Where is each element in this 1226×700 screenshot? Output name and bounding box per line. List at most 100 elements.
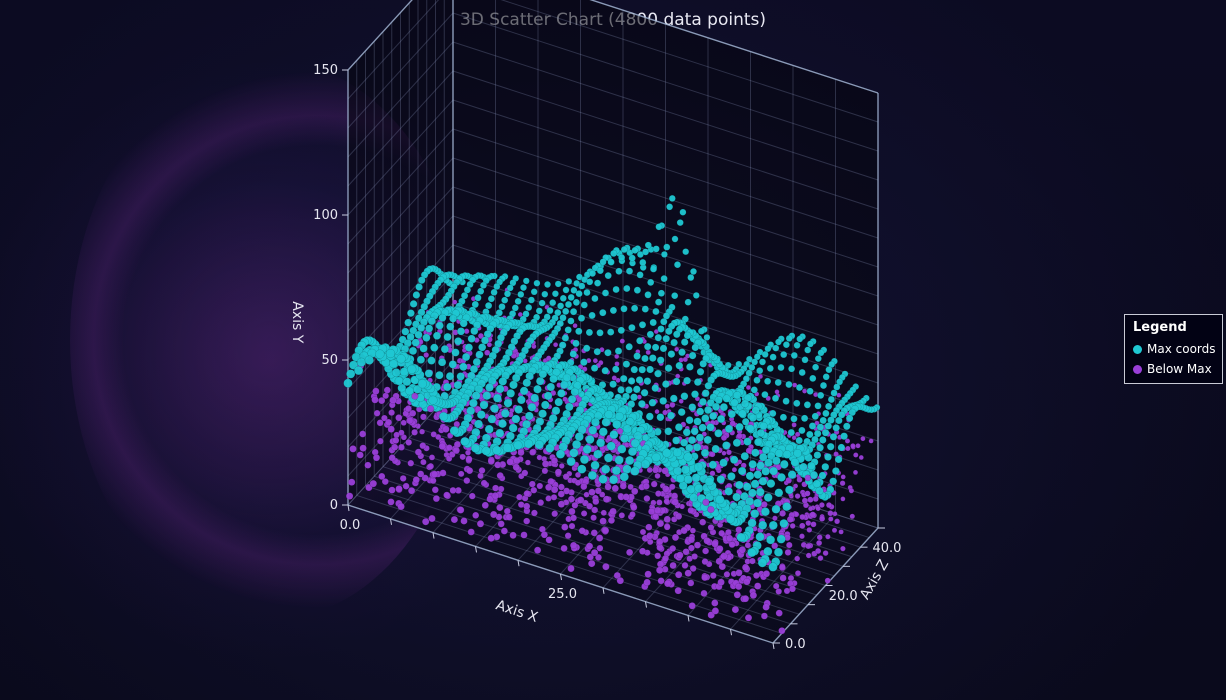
scatter-point-below-max (574, 479, 582, 487)
scatter-point-below-max (656, 519, 665, 528)
scatter-point-max-coords (812, 479, 821, 488)
scatter-point-max-coords (782, 502, 792, 512)
legend-item-max-coords[interactable]: Max coords (1133, 339, 1216, 359)
scatter-point-below-max (806, 526, 813, 533)
scatter-point-max-coords (500, 408, 510, 418)
scatter-point-max-coords (517, 395, 526, 405)
scatter-point-max-coords (671, 235, 679, 243)
scatter-point-max-coords (428, 395, 438, 405)
scatter-point-max-coords (513, 440, 523, 450)
scatter-point-max-coords (394, 376, 404, 386)
scatter-point-max-coords (625, 386, 633, 394)
scatter-point-max-coords (819, 416, 827, 425)
scatter-point-max-coords (771, 394, 780, 402)
scatter-point-max-coords (646, 365, 654, 374)
scatter-point-below-max (622, 493, 630, 501)
scatter-point-below-max (456, 506, 465, 514)
scatter-point-max-coords (625, 343, 633, 351)
scatter-point-below-max (591, 506, 599, 514)
scatter-point-max-coords (554, 280, 562, 288)
scatter-point-below-max (699, 518, 707, 526)
scatter-point-max-coords (603, 453, 614, 463)
scatter-point-max-coords (534, 440, 544, 450)
scatter-point-max-coords (683, 474, 693, 485)
scatter-point-max-coords (652, 307, 660, 316)
scatter-point-max-coords (832, 424, 841, 432)
scatter-point-max-coords (620, 245, 628, 254)
scatter-point-max-coords (776, 534, 786, 544)
scatter-point-max-coords (582, 344, 591, 353)
scatter-point-max-coords (449, 314, 458, 323)
scatter-point-max-coords (736, 532, 746, 543)
scatter-point-max-coords (630, 365, 639, 374)
scatter-point-max-coords (774, 488, 784, 498)
scatter-point-below-max (738, 546, 747, 554)
scatter-point-max-coords (772, 456, 781, 466)
scatter-point-below-max (689, 527, 697, 534)
scatter-point-max-coords (617, 444, 627, 454)
scatter-point-below-max (720, 552, 728, 560)
scatter-point-max-coords (815, 486, 824, 496)
scatter-point-max-coords (471, 300, 479, 309)
scatter-point-max-coords (487, 414, 497, 424)
legend-item-below-max[interactable]: Below Max (1133, 359, 1214, 379)
scatter-point-below-max (785, 477, 793, 484)
scatter-point-below-max (725, 529, 732, 536)
scatter-point-max-coords (628, 254, 636, 262)
scatter-point-max-coords (803, 401, 812, 409)
scatter-point-max-coords (538, 409, 547, 419)
scatter-point-below-max (707, 524, 715, 531)
scatter-point-max-coords (757, 558, 768, 568)
scatter-point-below-max (718, 529, 725, 537)
scatter-point-below-max (560, 544, 568, 553)
scatter-point-below-max (407, 487, 416, 495)
scatter-point-max-coords (501, 296, 509, 304)
scatter-point-max-coords (787, 470, 797, 480)
scatter-point-max-coords (617, 386, 625, 394)
scatter-point-below-max (840, 496, 846, 502)
scatter-point-below-max (723, 571, 731, 578)
scatter-point-max-coords (811, 412, 819, 420)
scatter-point-max-coords (790, 457, 800, 467)
scatter-point-max-coords (546, 307, 554, 315)
scatter-point-below-max (557, 483, 565, 491)
scatter-point-below-max (855, 443, 861, 449)
scatter-point-below-max (752, 572, 760, 579)
scatter-point-max-coords (593, 279, 602, 287)
scatter-point-max-coords (821, 462, 830, 471)
scatter-point-max-coords (657, 289, 666, 297)
scatter-point-below-max (397, 443, 405, 451)
scatter-point-below-max (530, 486, 538, 494)
scatter-point-max-coords (407, 364, 417, 374)
x-axis-title: Axis X (494, 597, 540, 626)
grid-line-side-horizontal (347, 186, 454, 303)
x-axis-tick-mark (687, 615, 690, 622)
grid-line-floor (365, 485, 791, 625)
scatter-point-max-coords (660, 275, 668, 283)
scatter-point-max-coords (612, 285, 620, 294)
scatter-point-below-max (682, 548, 690, 556)
scatter-point-below-max (642, 482, 650, 490)
scatter-point-max-coords (630, 304, 639, 312)
scatter-point-below-max (735, 582, 743, 591)
scatter-point-below-max (688, 602, 696, 610)
scatter-point-below-max (725, 534, 734, 542)
scatter-point-below-max (438, 442, 446, 450)
scatter-point-below-max (587, 559, 596, 568)
scatter-point-below-max (674, 512, 683, 521)
scatter-point-max-coords (751, 448, 760, 457)
scatter-point-max-coords (753, 376, 761, 384)
scatter-point-max-coords (780, 351, 788, 359)
scatter-point-max-coords (637, 399, 646, 408)
scatter-point-max-coords (692, 291, 700, 299)
x-axis-tick-mark (347, 504, 350, 512)
scatter-point-max-coords (829, 477, 838, 486)
scatter-point-max-coords (769, 409, 777, 418)
scatter-point-max-coords (416, 355, 426, 364)
scatter-point-below-max (805, 520, 812, 527)
scatter-point-max-coords (729, 455, 739, 465)
scatter-point-below-max (733, 591, 741, 599)
scatter-point-below-max (492, 484, 500, 492)
scatter-point-max-coords (487, 295, 496, 303)
